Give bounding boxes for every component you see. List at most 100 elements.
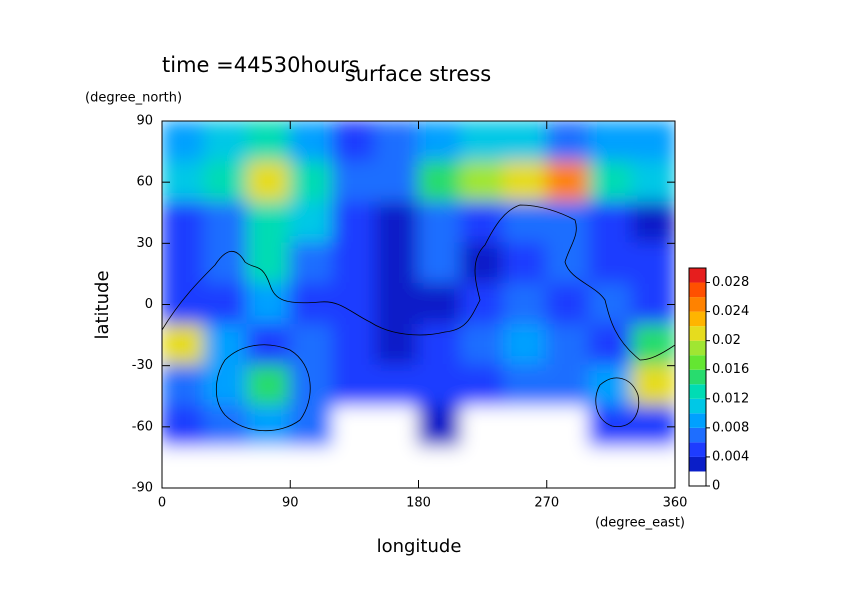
colorbar-band	[689, 384, 706, 399]
coastline	[595, 377, 640, 428]
colorbar-band	[689, 326, 706, 341]
colorbar-label: 0	[712, 479, 720, 494]
cell	[203, 405, 249, 449]
colorbar-band	[689, 471, 706, 486]
cell	[460, 446, 505, 488]
field	[162, 121, 675, 488]
cell	[545, 121, 591, 163]
y-tick-label: -60	[132, 419, 153, 434]
subtitle: time =44530hours	[162, 53, 360, 77]
cell	[203, 242, 249, 286]
colorbar-band	[689, 311, 706, 327]
cell	[289, 364, 334, 408]
cell	[374, 283, 420, 326]
cell	[503, 364, 548, 408]
cell	[503, 201, 548, 245]
cell	[332, 121, 377, 163]
cell	[417, 283, 463, 326]
colorbar-band	[689, 456, 706, 472]
axes: 0 90 180 270 360 -90 -60 -30 0 30 60 90 0 0.004 0.008 0…	[132, 114, 749, 511]
cell	[374, 242, 420, 286]
cell	[246, 283, 292, 326]
cell	[374, 405, 420, 449]
cell	[417, 160, 463, 204]
colorbar-label: 0.008	[712, 420, 749, 435]
colorbar-label: 0.012	[712, 391, 749, 406]
cell	[246, 446, 292, 488]
cell	[631, 323, 675, 367]
cell	[289, 121, 334, 163]
colorbar-label: 0.02	[712, 333, 741, 348]
cell	[203, 121, 249, 163]
chart-title: surface stress	[345, 62, 491, 86]
cell	[588, 283, 634, 326]
cell	[545, 364, 591, 408]
colorbar-band	[689, 413, 706, 428]
cell	[374, 364, 420, 408]
cell	[203, 160, 249, 204]
colorbar-label: 0.024	[712, 304, 749, 319]
cell	[332, 201, 377, 245]
cell	[332, 364, 377, 408]
cell	[374, 160, 420, 204]
cell	[545, 446, 591, 488]
cell	[417, 121, 463, 163]
cell	[332, 323, 377, 367]
cell	[289, 323, 334, 367]
cell	[417, 364, 463, 408]
x-axis-label: longitude	[377, 536, 462, 557]
cell	[289, 446, 334, 488]
cell	[460, 121, 505, 163]
y-axis-label: latitude	[92, 270, 113, 339]
colorbar-frame	[688, 267, 707, 487]
colorbar-label: 0.016	[712, 362, 749, 377]
cell	[374, 121, 420, 163]
colorbar-label: 0.004	[712, 449, 749, 464]
x-tick-label: 270	[534, 496, 559, 511]
cell	[417, 323, 463, 367]
coastline	[161, 204, 676, 361]
cell	[588, 242, 634, 286]
cell	[460, 323, 505, 367]
cell	[289, 242, 334, 286]
cell	[246, 121, 292, 163]
coastline	[215, 344, 311, 432]
cells	[162, 121, 675, 488]
cell	[460, 242, 505, 286]
cell	[289, 201, 334, 245]
colorbar-band	[689, 427, 706, 443]
cell	[246, 405, 292, 449]
cell	[162, 201, 206, 245]
cell	[332, 405, 377, 449]
y-tick-label: 0	[145, 297, 153, 312]
cell	[203, 323, 249, 367]
cell	[417, 405, 463, 449]
colorbar-band	[689, 442, 706, 457]
x-tick-label: 0	[158, 496, 166, 511]
cell	[417, 242, 463, 286]
y-tick-label: -90	[132, 481, 153, 496]
y-tick-label: 90	[136, 114, 153, 129]
cell	[503, 283, 548, 326]
cell	[503, 323, 548, 367]
cell	[460, 405, 505, 449]
cell	[162, 323, 206, 367]
cell	[374, 323, 420, 367]
cell	[503, 242, 548, 286]
cell	[417, 201, 463, 245]
cell	[332, 446, 377, 488]
cell	[289, 160, 334, 204]
cell	[545, 242, 591, 286]
cell	[374, 201, 420, 245]
cell	[162, 446, 206, 488]
y-tick-label: 60	[136, 175, 153, 190]
cell	[246, 201, 292, 245]
y-tick-label: 30	[136, 236, 153, 251]
y-unit: (degree_north)	[85, 91, 182, 106]
colorbar-band	[689, 268, 706, 283]
cell	[631, 201, 675, 245]
cell	[460, 283, 505, 326]
cell	[588, 364, 634, 408]
cell	[332, 160, 377, 204]
